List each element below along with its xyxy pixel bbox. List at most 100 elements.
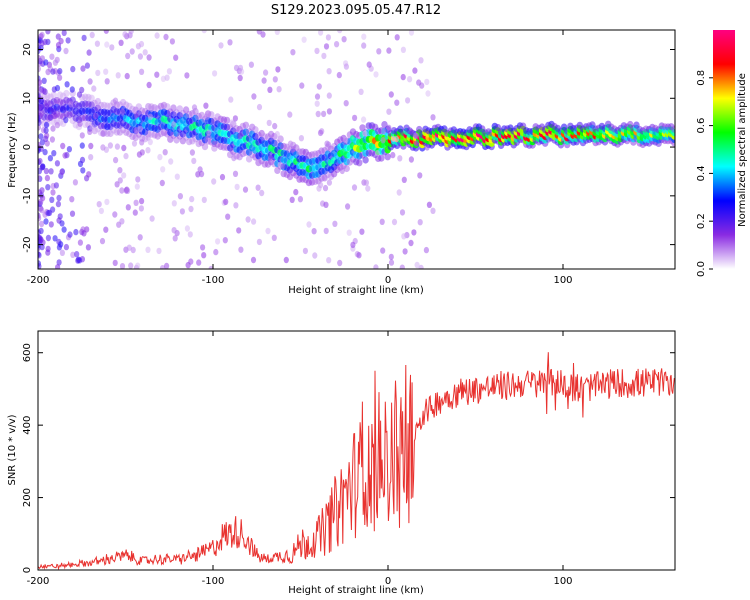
- spectrogram-noise: [234, 183, 240, 191]
- spectrogram-cell: [72, 121, 80, 129]
- spectrogram-noise: [397, 155, 403, 162]
- spectrogram-noise: [171, 227, 177, 234]
- spectrogram-noise: [388, 91, 394, 98]
- spectrogram-noise: [405, 97, 411, 104]
- spectrogram-cell: [195, 140, 202, 148]
- spectrogram-noise: [119, 263, 126, 269]
- spectrogram-noise: [38, 87, 43, 94]
- spectrogram-noise: [191, 104, 198, 111]
- spectrogram-cell: [327, 172, 335, 181]
- spectrogram-noise: [38, 198, 44, 205]
- snr-panel: -200 -100 0 100 0 200 400 600 Height of straigh…: [7, 330, 676, 596]
- spectrogram-noise: [185, 261, 191, 269]
- spectrogram-noise: [39, 187, 45, 194]
- spectrogram-noise: [59, 168, 65, 176]
- spectrogram-cell: [104, 102, 111, 110]
- spectrogram-noise: [424, 78, 430, 86]
- spectrogram-noise: [163, 33, 169, 41]
- spectrogram-noise: [196, 259, 202, 266]
- spectrogram-noise: [361, 116, 367, 123]
- spectrogram-noise: [184, 72, 190, 79]
- spectrogram-noise: [206, 129, 212, 136]
- spectrogram-noise: [88, 154, 94, 161]
- spectrogram-noise: [232, 115, 238, 122]
- spectrogram-noise: [418, 264, 424, 269]
- spectrogram-noise: [411, 229, 417, 236]
- spectrogram-noise: [187, 231, 193, 238]
- spectrogram-noise: [107, 142, 113, 149]
- spectrogram-noise: [394, 99, 400, 106]
- spectrogram-noise: [38, 79, 42, 86]
- spectrogram-noise: [215, 238, 221, 245]
- spectrogram-noise: [77, 257, 83, 264]
- x-tick-label: -200: [27, 275, 50, 286]
- spectrogram-noise: [121, 172, 127, 179]
- spectrogram-noise: [54, 121, 61, 129]
- spectrogram-noise: [248, 61, 254, 68]
- spectrogram-noise: [49, 136, 56, 143]
- spectrogram-noise: [137, 125, 143, 132]
- spectrogram-noise: [236, 227, 242, 234]
- spectrogram-noise: [388, 253, 394, 261]
- spectrogram-noise: [81, 230, 87, 237]
- spectrogram-cell: [245, 155, 253, 163]
- colorbar-label: Normalized spectral amplitude: [737, 73, 748, 227]
- spectrogram-cell: [255, 159, 262, 167]
- spectrogram-noise: [227, 39, 233, 46]
- spectrogram-noise: [80, 167, 86, 174]
- spectrogram-cell: [82, 93, 89, 101]
- spectrogram-noise: [77, 120, 83, 127]
- spectrogram-cell: [356, 152, 363, 160]
- spectrogram-noise: [228, 96, 234, 103]
- colorbar-ticks: 0.0 0.2 0.4 0.6 0.8: [696, 70, 713, 277]
- y-tick-label: 0: [22, 567, 33, 573]
- spectrogram-noise: [231, 154, 237, 162]
- spectrogram-noise: [38, 65, 41, 73]
- spectrogram-noise: [72, 179, 78, 186]
- spectrogram-cell: [258, 129, 265, 138]
- spectrogram-noise: [334, 41, 340, 48]
- spectrogram-noise: [43, 135, 49, 142]
- spectrogram-noise: [53, 182, 60, 189]
- spectrogram-cell: [85, 93, 92, 101]
- spectrogram-noise: [52, 59, 59, 66]
- spectrogram-noise: [399, 209, 406, 216]
- spectrogram-noise: [356, 252, 362, 259]
- spectrogram-noise: [139, 197, 145, 205]
- spectrogram-noise: [275, 66, 281, 73]
- spectrogram-noise: [55, 200, 62, 208]
- spectrogram-noise: [289, 196, 295, 203]
- spectrogram-noise: [79, 86, 85, 94]
- spectrogram-noise: [84, 62, 90, 69]
- spectrogram-noise: [133, 127, 139, 134]
- spectrogram-noise: [287, 140, 294, 147]
- spectrogram-noise: [316, 83, 322, 90]
- spectrogram-noise: [213, 248, 219, 256]
- spectrogram-cell: [182, 106, 190, 114]
- spectrogram-noise: [70, 65, 76, 73]
- spectrogram-cell: [305, 151, 313, 159]
- spectrogram-noise: [124, 72, 130, 80]
- spectrogram-cell: [220, 116, 228, 124]
- spectrogram-noise: [413, 140, 420, 147]
- spectrogram-noise: [325, 34, 331, 41]
- spectrogram-noise: [103, 226, 109, 233]
- spectrogram-cell: [362, 156, 369, 164]
- spectrogram-x-axis-label: Height of straight line (km): [288, 285, 424, 296]
- spectrogram-cell: [312, 177, 319, 185]
- spectrogram-noise: [63, 116, 69, 124]
- spectrogram-noise: [134, 183, 140, 190]
- spectrogram-noise: [139, 68, 145, 76]
- spectrogram-noise: [323, 227, 329, 235]
- spectrogram-cell: [267, 130, 275, 138]
- spectrogram-cell: [302, 148, 309, 156]
- spectrogram-noise: [147, 138, 153, 146]
- spectrogram-noise: [223, 198, 229, 205]
- spectrogram-noise: [112, 97, 119, 104]
- spectrogram-noise: [61, 30, 67, 37]
- spectrogram-noise: [361, 42, 367, 49]
- spectrogram-noise: [173, 54, 179, 61]
- spectrogram-cell: [129, 132, 136, 141]
